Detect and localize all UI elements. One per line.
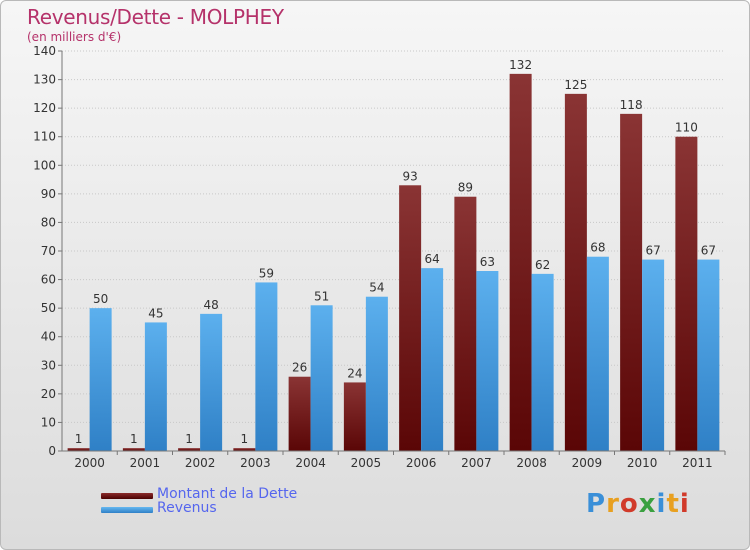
data-label-revenus: 48 (203, 298, 218, 312)
y-tick-label: 80 (41, 215, 56, 229)
y-tick-label: 30 (41, 358, 56, 372)
data-label-revenus: 59 (259, 266, 274, 280)
data-label-dette: 125 (564, 78, 587, 92)
y-tick-label: 20 (41, 387, 56, 401)
data-label-dette: 118 (620, 98, 643, 112)
proxiti-logo: Proxiti (586, 489, 690, 519)
bar-dette (67, 448, 90, 451)
y-tick-label: 110 (33, 130, 56, 144)
bar-revenus (310, 305, 333, 451)
y-tick-label: 70 (41, 244, 56, 258)
logo-letter: i (679, 489, 690, 519)
y-tick-label: 100 (33, 158, 56, 172)
y-tick-label: 60 (41, 273, 56, 287)
chart-title: Revenus/Dette - MOLPHEY (27, 5, 284, 29)
logo-letter: x (638, 489, 657, 519)
data-label-revenus: 62 (535, 258, 550, 272)
data-label-revenus: 45 (148, 306, 163, 320)
bar-dette (178, 448, 201, 451)
bar-dette (399, 185, 422, 452)
data-label-revenus: 68 (590, 241, 605, 255)
data-label-dette: 1 (130, 432, 138, 446)
bar-revenus (421, 268, 444, 451)
bar-revenus (586, 256, 609, 451)
data-label-revenus: 63 (480, 255, 495, 269)
bar-dette (564, 93, 587, 451)
bar-revenus (531, 273, 554, 451)
bar-dette (675, 136, 698, 451)
data-label-revenus: 64 (424, 252, 439, 266)
legend-label-revenus: Revenus (157, 500, 217, 516)
bar-revenus (255, 282, 278, 451)
data-label-revenus: 50 (93, 292, 108, 306)
data-label-dette: 1 (241, 432, 249, 446)
x-tick-label: 2010 (627, 456, 658, 470)
bar-revenus (365, 296, 388, 451)
y-tick-label: 40 (41, 330, 56, 344)
data-label-revenus: 54 (369, 281, 384, 295)
bar-dette (454, 196, 477, 451)
bar-dette (620, 113, 643, 451)
x-tick-label: 2000 (74, 456, 105, 470)
x-tick-label: 2006 (406, 456, 437, 470)
bar-revenus (89, 308, 112, 451)
x-tick-label: 2005 (351, 456, 382, 470)
bar-dette (233, 448, 256, 451)
legend-label-dette: Montant de la Dette (157, 486, 298, 502)
x-tick-label: 2009 (572, 456, 603, 470)
y-tick-label: 120 (33, 101, 56, 115)
legend-swatch-revenus (101, 507, 153, 513)
data-label-revenus: 51 (314, 289, 329, 303)
x-tick-label: 2003 (240, 456, 271, 470)
data-label-dette: 24 (347, 366, 362, 380)
bar-dette (343, 382, 366, 451)
data-label-revenus: 67 (701, 244, 716, 258)
bar-dette (288, 376, 311, 451)
bar-revenus (697, 259, 720, 451)
bar-revenus (642, 259, 665, 451)
logo-letter: P (586, 489, 607, 519)
data-label-dette: 93 (402, 169, 417, 183)
x-tick-label: 2007 (461, 456, 492, 470)
y-tick-label: 90 (41, 187, 56, 201)
data-label-dette: 132 (509, 58, 532, 72)
bar-revenus (476, 271, 499, 451)
y-tick-label: 50 (41, 301, 56, 315)
y-tick-label: 130 (33, 73, 56, 87)
data-label-dette: 110 (675, 121, 698, 135)
x-tick-label: 2004 (295, 456, 326, 470)
legend-swatch-dette (101, 493, 153, 499)
bar-dette (122, 448, 145, 451)
logo-letter: i (656, 489, 667, 519)
logo-letter: r (606, 489, 620, 519)
x-tick-label: 2002 (185, 456, 216, 470)
y-tick-label: 0 (48, 444, 56, 458)
data-label-dette: 26 (292, 361, 307, 375)
logo-letter: o (619, 489, 639, 519)
data-label-revenus: 67 (645, 244, 660, 258)
bar-revenus (200, 313, 223, 451)
logo-letter: t (666, 489, 680, 519)
chart-subtitle: (en milliers d'€) (27, 30, 122, 44)
x-tick-label: 2011 (682, 456, 713, 470)
data-label-dette: 1 (75, 432, 83, 446)
x-tick-label: 2001 (130, 456, 161, 470)
y-tick-label: 140 (33, 44, 56, 58)
y-tick-label: 10 (41, 415, 56, 429)
x-tick-label: 2008 (516, 456, 547, 470)
bar-dette (509, 73, 532, 451)
data-label-dette: 89 (458, 181, 473, 195)
bar-revenus (144, 322, 167, 451)
data-label-dette: 1 (185, 432, 193, 446)
